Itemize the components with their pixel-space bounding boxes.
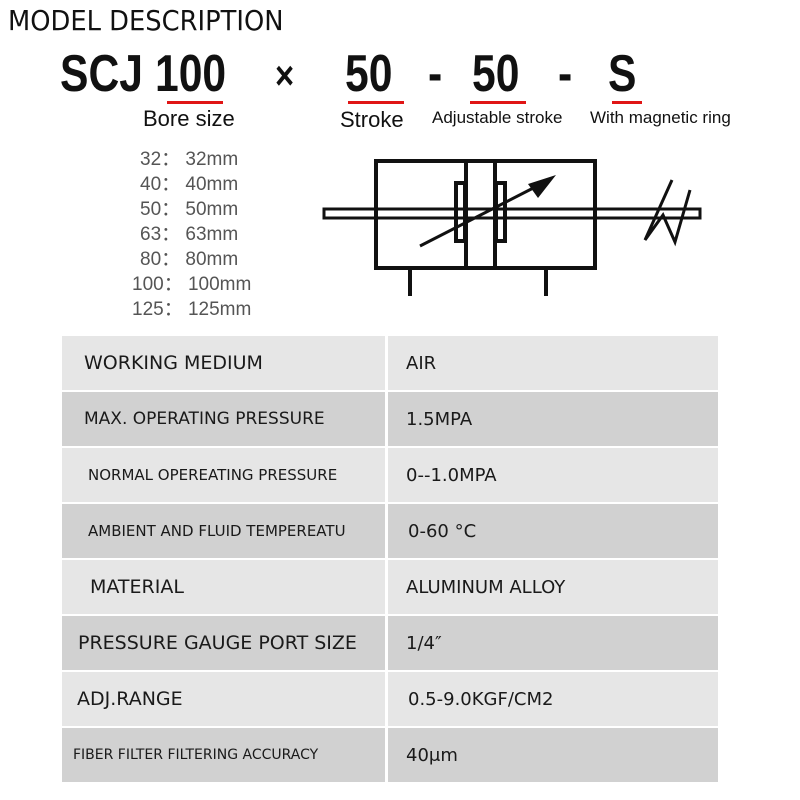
table-row: ADJ.RANGE 0.5-9.0KGF/CM2	[62, 672, 718, 726]
page-title: MODEL DESCRIPTION	[8, 4, 284, 37]
spec-label: MATERIAL	[62, 560, 388, 614]
cylinder-symbol-diagram	[322, 159, 702, 296]
bore-size-item: 100： 100mm	[132, 274, 252, 295]
caption-bore: Bore size	[143, 106, 235, 131]
spec-label: FIBER FILTER FILTERING ACCURACY	[62, 728, 388, 782]
adjustable-arrow	[419, 180, 546, 248]
model-dash: -	[428, 45, 443, 103]
spec-value: 1/4″	[388, 616, 718, 670]
table-row: FIBER FILTER FILTERING ACCURACY 40μm	[62, 728, 718, 782]
table-row: MATERIAL ALUMINUM ALLOY	[62, 560, 718, 614]
spec-value: 0.5-9.0KGF/CM2	[388, 672, 718, 726]
underline	[612, 101, 642, 104]
spec-label: NORMAL OPEREATING PRESSURE	[62, 448, 388, 502]
table-row: WORKING MEDIUM AIR	[62, 336, 718, 390]
cylinder-body	[374, 159, 597, 270]
bore-size-item: 40： 40mm	[140, 174, 239, 195]
underline	[470, 101, 526, 104]
spec-value: 40μm	[388, 728, 718, 782]
spec-label: ADJ.RANGE	[62, 672, 388, 726]
model-suffix: S	[608, 45, 637, 103]
spec-label: PRESSURE GAUGE PORT SIZE	[62, 616, 388, 670]
model-stroke: 50	[345, 45, 393, 103]
spec-value: AIR	[388, 336, 718, 390]
magnetic-ring-mark	[643, 179, 692, 247]
table-row: NORMAL OPEREATING PRESSURE 0--1.0MPA	[62, 448, 718, 502]
piston-rod	[322, 207, 702, 220]
model-times: ×	[275, 54, 295, 98]
caption-stroke: Stroke	[340, 107, 404, 132]
model-adj-stroke: 50	[472, 45, 520, 103]
bore-size-item: 80： 80mm	[140, 249, 239, 270]
underline	[348, 101, 404, 104]
bore-size-item: 63： 63mm	[140, 224, 239, 245]
spec-value: 0-60 °C	[388, 504, 718, 558]
spec-value: 0--1.0MPA	[388, 448, 718, 502]
bore-size-item: 125： 125mm	[132, 299, 252, 320]
model-dash: -	[558, 45, 573, 103]
bore-size-item: 32： 32mm	[140, 149, 239, 170]
model-series: SCJ	[60, 45, 143, 103]
underline	[167, 101, 223, 104]
table-row: MAX. OPERATING PRESSURE 1.5MPA	[62, 392, 718, 446]
spec-label: MAX. OPERATING PRESSURE	[62, 392, 388, 446]
spec-value: 1.5MPA	[388, 392, 718, 446]
bore-size-item: 50： 50mm	[140, 199, 239, 220]
caption-adj-stroke: Adjustable stroke	[432, 108, 563, 127]
spec-value: ALUMINUM ALLOY	[388, 560, 718, 614]
model-bore: 100	[155, 45, 227, 103]
spec-table: WORKING MEDIUM AIR MAX. OPERATING PRESSUR…	[62, 334, 718, 784]
table-row: AMBIENT AND FLUID TEMPEREATU 0-60 °C	[62, 504, 718, 558]
caption-suffix: With magnetic ring	[590, 108, 731, 127]
spec-label: AMBIENT AND FLUID TEMPEREATU	[62, 504, 388, 558]
spec-label: WORKING MEDIUM	[62, 336, 388, 390]
table-row: PRESSURE GAUGE PORT SIZE 1/4″	[62, 616, 718, 670]
